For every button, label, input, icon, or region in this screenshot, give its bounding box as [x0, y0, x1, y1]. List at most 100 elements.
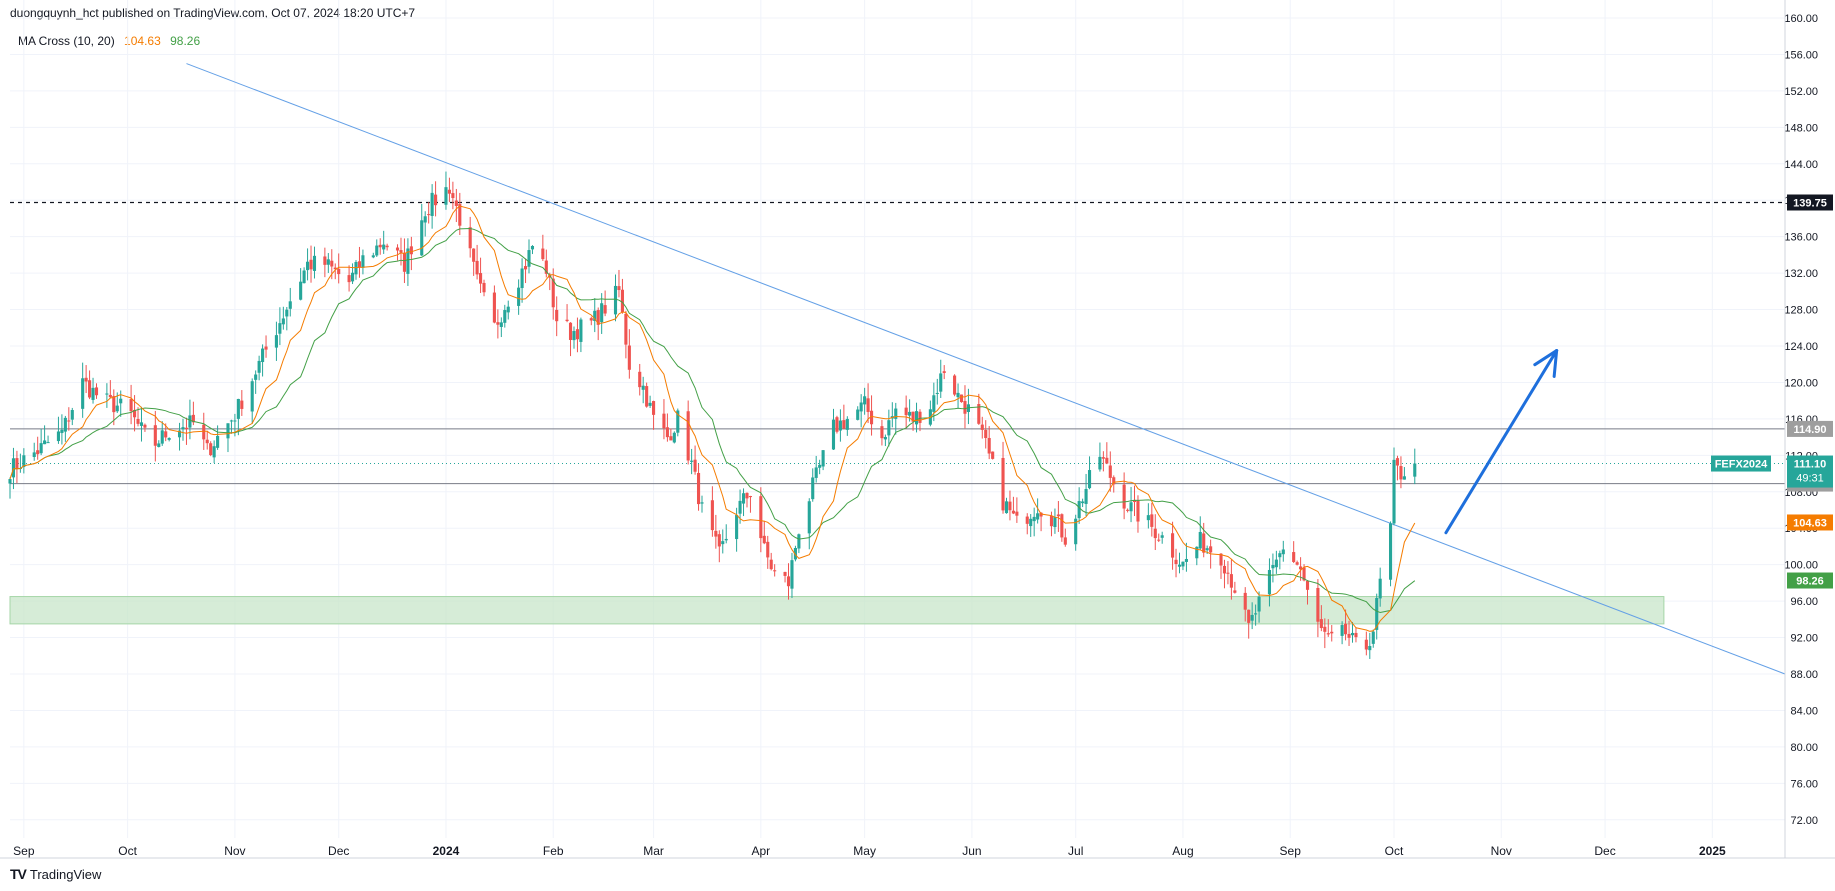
candle-body	[36, 450, 40, 455]
support-zone-layer	[9, 596, 1665, 625]
candle-body	[1036, 513, 1040, 520]
candle-body	[652, 401, 656, 415]
candle-body	[1011, 510, 1015, 514]
candle-body	[593, 310, 597, 321]
candle-body	[1299, 566, 1303, 570]
upper-level-price-label: 114.90	[1793, 424, 1826, 436]
y-tick-label: 92.00	[1790, 633, 1818, 645]
candle-body	[1295, 562, 1299, 565]
candle-body	[406, 248, 410, 274]
candle-body	[1122, 484, 1126, 509]
candle-body	[1219, 553, 1223, 566]
candle-body	[229, 420, 233, 422]
candle-body	[312, 255, 317, 271]
candle-body	[506, 306, 510, 313]
candle-body	[157, 443, 161, 447]
candle-body	[257, 360, 261, 373]
downtrend-line	[186, 63, 1786, 675]
candle-body	[1399, 466, 1403, 480]
candle-body	[818, 464, 822, 468]
candle-body	[696, 472, 701, 505]
candle-body	[1364, 639, 1368, 650]
candle-body	[15, 458, 19, 469]
candle-body	[1302, 567, 1306, 581]
levels-layer	[10, 201, 1785, 485]
candle-body	[1378, 578, 1382, 599]
candle-body	[603, 305, 607, 314]
candle-body	[645, 386, 649, 407]
candle-body	[1274, 559, 1278, 568]
candle-body	[236, 398, 240, 419]
candle-body	[987, 437, 991, 454]
candle-body	[1129, 502, 1133, 512]
axes-layer: 72.00 76.00 80.00 84.00 88.00 92.00 96.00 100.0…	[0, 0, 1835, 859]
candle-body	[409, 246, 413, 255]
candle-body	[254, 374, 258, 380]
candle-body	[160, 430, 164, 444]
candle-body	[479, 273, 483, 284]
candle-body	[980, 424, 984, 430]
candle-body	[475, 260, 479, 275]
candle-body	[8, 479, 12, 484]
candle-body	[1392, 459, 1396, 524]
candle-body	[748, 496, 753, 498]
candle-body	[167, 438, 171, 440]
candle-body	[447, 189, 451, 194]
candle-body	[984, 429, 988, 439]
candle-body	[672, 432, 676, 443]
candle-body	[1375, 597, 1379, 630]
candle-body	[745, 492, 749, 499]
candle-body	[371, 255, 375, 258]
candle-body	[953, 375, 957, 395]
candle-body	[1171, 533, 1175, 558]
candle-body	[1136, 500, 1140, 522]
projection-arrow-layer	[1444, 349, 1559, 535]
candle-body	[1077, 501, 1081, 519]
candle-body	[769, 559, 773, 570]
candle-body	[935, 392, 939, 394]
y-tick-label: 100.00	[1784, 560, 1818, 572]
candle-body	[1181, 561, 1185, 567]
candle-body	[959, 394, 964, 403]
indicator-name: MA Cross (10, 20)	[18, 34, 115, 48]
candle-body	[191, 414, 195, 423]
candle-body	[468, 227, 472, 249]
x-tick-label: Dec	[1594, 844, 1615, 858]
candle-body	[1413, 463, 1417, 477]
candle-body	[285, 309, 289, 317]
candle-body	[209, 443, 213, 456]
candle-body	[1032, 516, 1036, 522]
candles-layer	[8, 171, 1417, 659]
candle-body	[1160, 535, 1164, 538]
candle-body	[724, 538, 728, 541]
candle-body	[499, 322, 503, 327]
y-tick-label: 120.00	[1784, 377, 1818, 389]
candle-body	[880, 426, 884, 439]
candle-body	[22, 455, 26, 467]
candle-body	[762, 535, 766, 544]
published-header: duongquynh_hct published on TradingView.…	[10, 6, 416, 20]
projection-arrow-head	[1533, 349, 1559, 367]
candle-body	[814, 467, 818, 478]
candle-body	[1198, 531, 1202, 549]
candle-body	[11, 458, 16, 478]
indicator-legend[interactable]: MA Cross (10, 20) 104.63 98.26	[18, 34, 200, 48]
candle-body	[1371, 631, 1375, 644]
tradingview-footer[interactable]: TV TradingView	[10, 866, 101, 882]
candle-body	[306, 261, 310, 271]
candle-body	[738, 500, 742, 514]
candle-body	[811, 477, 815, 500]
candle-body	[918, 411, 922, 423]
candle-body	[641, 385, 645, 390]
candle-body	[1101, 457, 1105, 459]
candle-body	[1081, 501, 1085, 504]
projection-arrow-shaft	[1444, 349, 1559, 535]
candle-body	[1004, 501, 1009, 514]
candle-body	[565, 319, 569, 322]
candle-body	[735, 515, 739, 540]
candle-body	[783, 571, 787, 576]
ma20-price-label-bg	[1787, 572, 1833, 589]
candle-body	[1074, 518, 1078, 545]
ma20-line	[9, 227, 1416, 614]
